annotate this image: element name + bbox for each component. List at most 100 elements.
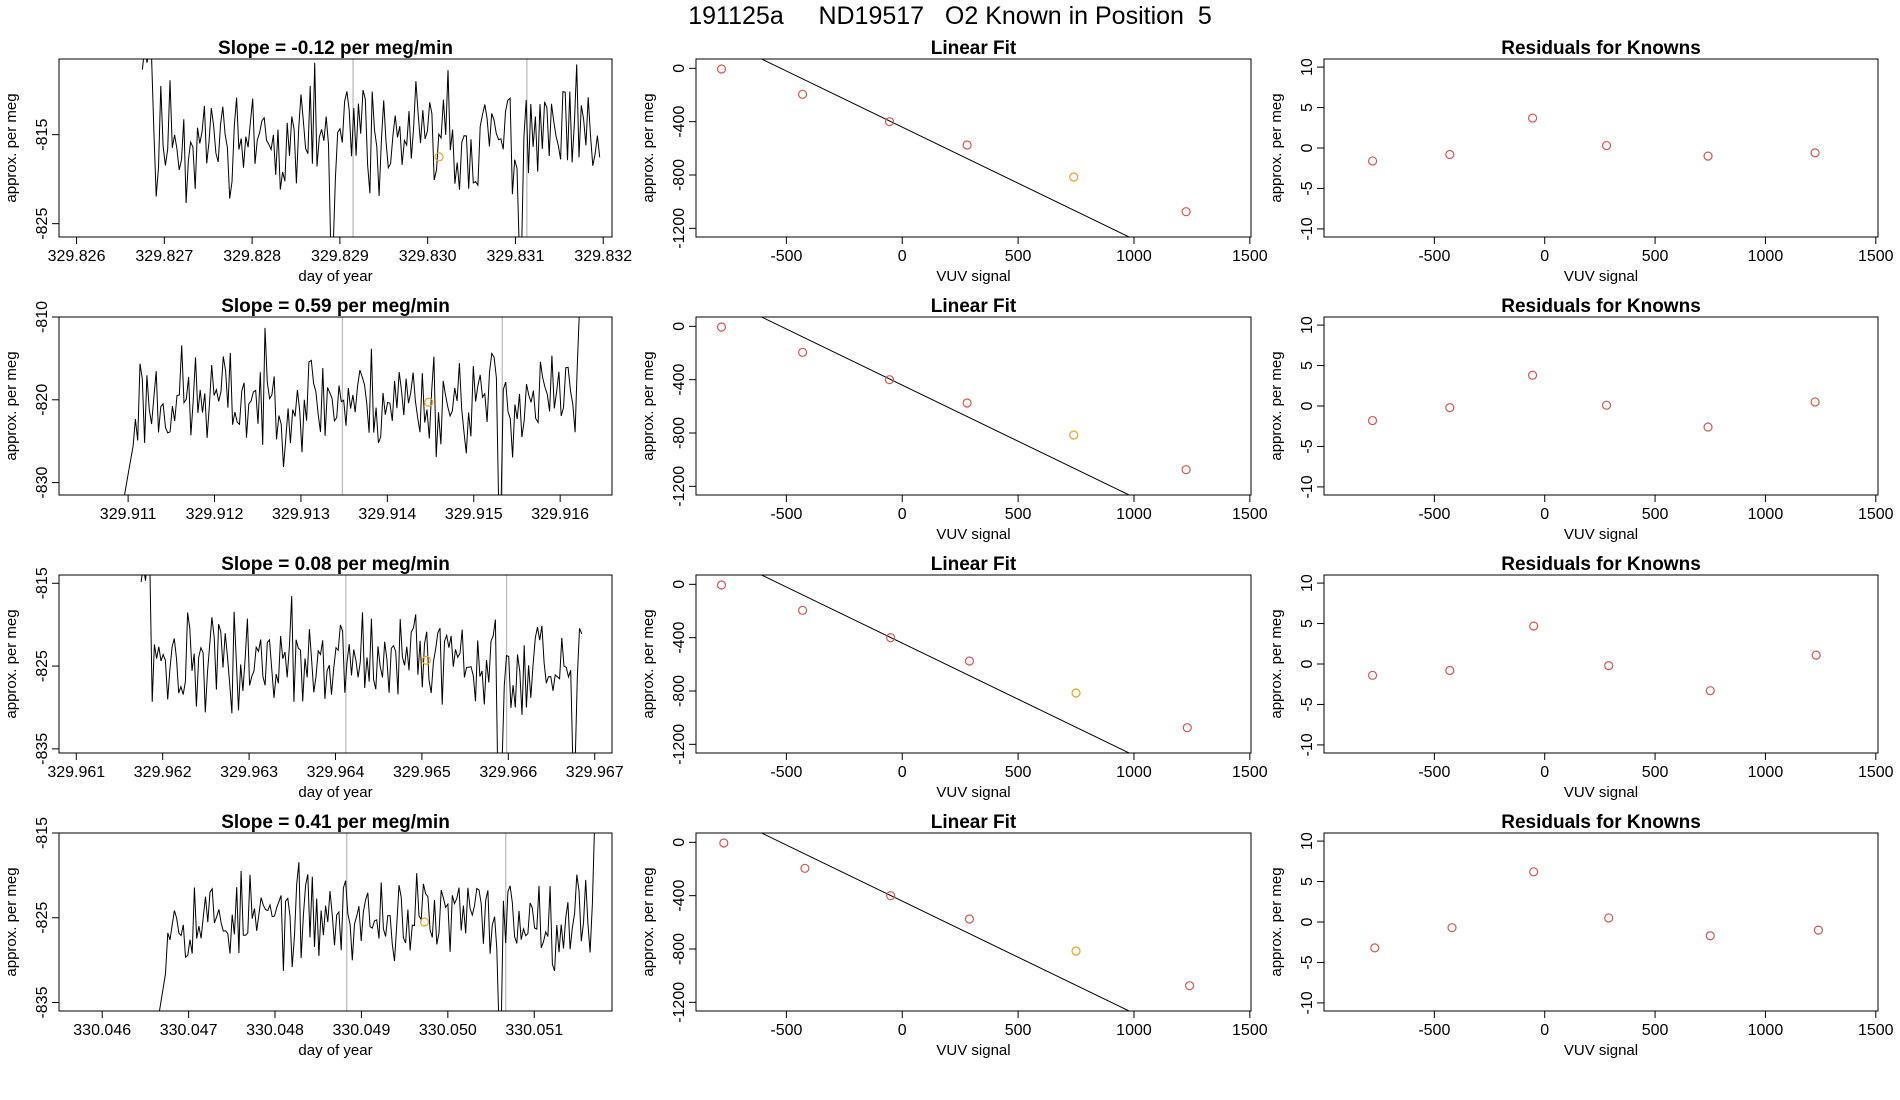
- panel-title: Residuals for Knowns: [1501, 38, 1701, 59]
- y-tick-label: -815: [34, 119, 51, 151]
- y-tick-label: -400: [671, 880, 688, 912]
- y-tick-label: 0: [671, 322, 688, 331]
- known-point: [800, 863, 810, 873]
- current-known-point: [1071, 688, 1081, 698]
- x-tick-label: 329.911: [100, 506, 157, 523]
- known-point: [884, 117, 895, 127]
- x-tick-label: -500: [1418, 764, 1450, 781]
- x-tick-label: 330.047: [160, 1022, 218, 1039]
- panel-title: Linear Fit: [931, 296, 1017, 317]
- known-point: [1705, 931, 1715, 941]
- x-tick-label: 1500: [1858, 764, 1894, 781]
- y-axis-label: approx. per meg: [3, 351, 20, 460]
- x-tick-label: 330.048: [246, 1022, 304, 1039]
- plot-frame: [58, 832, 613, 1012]
- known-point: [964, 914, 975, 924]
- y-tick-label: -825: [34, 902, 51, 934]
- plot-frame: [1323, 574, 1879, 754]
- known-point: [1447, 923, 1457, 933]
- x-axis-label: VUV signal: [936, 784, 1010, 801]
- known-point: [1703, 422, 1713, 432]
- y-axis-label: approx. per meg: [640, 867, 657, 976]
- x-axis-label: VUV signal: [1564, 784, 1638, 801]
- known-point: [1370, 943, 1380, 953]
- plot-area: [141, 59, 601, 237]
- y-tick-label: -800: [671, 675, 688, 707]
- fit-line: [760, 575, 1131, 753]
- known-point: [1367, 415, 1378, 426]
- x-tick-label: 500: [1642, 764, 1669, 781]
- x-tick-label: 329.829: [311, 248, 369, 265]
- known-point: [1367, 670, 1378, 680]
- y-tick-label: -5: [1299, 697, 1316, 711]
- x-tick-label: -500: [1418, 1022, 1450, 1039]
- x-axis-label: VUV signal: [1564, 526, 1638, 543]
- x-tick-label: 329.831: [487, 248, 545, 265]
- x-tick-label: 330.049: [333, 1022, 391, 1039]
- y-axis-label: approx. per meg: [3, 609, 20, 718]
- x-tick-label: 1500: [1232, 764, 1268, 781]
- x-tick-label: -500: [770, 506, 802, 523]
- known-point: [1601, 140, 1612, 151]
- plot-frame: [58, 574, 613, 754]
- plot-frame: [695, 58, 1252, 238]
- x-tick-label: 1000: [1116, 248, 1152, 265]
- known-point: [1182, 723, 1192, 733]
- x-tick-label: 1500: [1232, 506, 1268, 523]
- x-tick-label: 330.051: [505, 1022, 563, 1039]
- panel-5: Linear Fit -500 0 500 1000 1500 0 -400 -800 -1200…: [640, 296, 1268, 543]
- known-point: [1445, 665, 1455, 676]
- y-tick-label: 5: [1299, 361, 1316, 370]
- y-tick-label: -835: [34, 986, 51, 1018]
- known-point: [886, 633, 896, 643]
- known-point: [1810, 397, 1820, 407]
- known-point: [716, 580, 727, 590]
- x-tick-label: 329.912: [186, 506, 244, 523]
- x-tick-label: -500: [770, 1022, 802, 1039]
- x-tick-label: -500: [770, 764, 802, 781]
- known-point: [1184, 981, 1195, 991]
- x-tick-label: 330.046: [73, 1022, 131, 1039]
- known-point: [1529, 867, 1539, 877]
- known-point: [1810, 148, 1820, 158]
- y-tick-label: 5: [1299, 103, 1316, 112]
- y-tick-label: 5: [1299, 619, 1316, 628]
- x-tick-label: 0: [1540, 506, 1549, 523]
- fit-line: [760, 59, 1131, 237]
- plot-area: [716, 575, 1192, 753]
- y-tick-label: -10: [1299, 475, 1316, 498]
- y-tick-label: 0: [1299, 917, 1316, 926]
- y-tick-label: -825: [34, 650, 51, 682]
- known-point: [1181, 465, 1191, 475]
- x-tick-label: -500: [1418, 506, 1450, 523]
- y-tick-label: -1200: [671, 208, 688, 249]
- x-tick-label: 500: [1642, 1022, 1669, 1039]
- known-point: [1445, 149, 1455, 160]
- panel-title: Slope = 0.08 per meg/min: [221, 554, 450, 575]
- plot-area: [1367, 113, 1820, 166]
- x-tick-label: 1000: [1116, 764, 1152, 781]
- y-tick-label: -1200: [671, 466, 688, 507]
- panel-title: Linear Fit: [931, 554, 1017, 575]
- y-tick-label: -815: [34, 817, 51, 849]
- x-tick-label: 1000: [1748, 248, 1784, 265]
- fit-line: [760, 317, 1131, 495]
- plot-area: [124, 317, 580, 495]
- x-tick-label: 0: [1540, 764, 1549, 781]
- x-tick-label: -500: [1418, 248, 1450, 265]
- x-tick-label: 329.832: [574, 248, 632, 265]
- x-tick-label: 329.826: [48, 248, 106, 265]
- y-tick-label: -10: [1299, 733, 1316, 756]
- current-known-point: [1069, 430, 1079, 440]
- panel-2: Linear Fit -500 0 500 1000 1500 0 -400 -800 -1200…: [640, 38, 1268, 285]
- y-tick-label: -815: [34, 567, 51, 599]
- x-tick-label: 0: [1540, 248, 1549, 265]
- x-axis-label: day of year: [298, 784, 372, 801]
- known-point: [797, 605, 808, 615]
- current-sample-point: [424, 397, 434, 407]
- panel-9: Residuals for Knowns -500 0 500 1000 1500 10 5 0…: [1268, 554, 1894, 801]
- y-tick-label: -820: [34, 384, 51, 416]
- x-tick-label: -500: [770, 248, 802, 265]
- y-tick-label: -825: [34, 208, 51, 240]
- panel-title: Linear Fit: [931, 812, 1017, 833]
